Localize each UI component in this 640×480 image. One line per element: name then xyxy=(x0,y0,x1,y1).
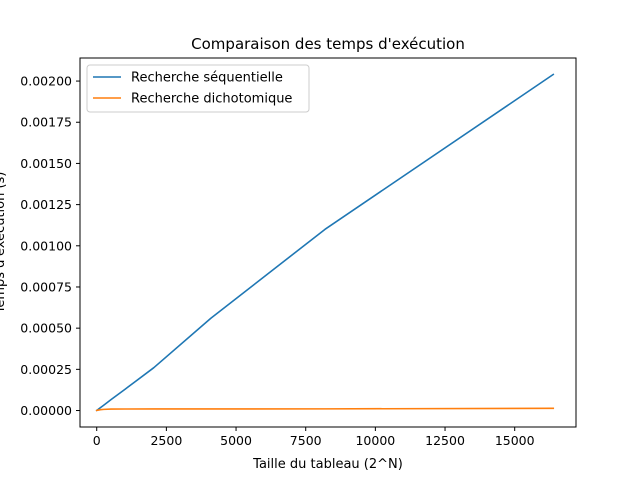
x-tick-label: 12500 xyxy=(425,433,465,448)
x-tick-label: 7500 xyxy=(290,433,322,448)
x-axis-label: Taille du tableau (2^N) xyxy=(252,457,403,472)
y-tick-label: 0.00100 xyxy=(20,238,72,253)
y-axis-ticks: 0.00000 0.00025 0.00050 0.00075 0.00100 0.001… xyxy=(20,74,80,418)
y-tick-label: 0.00050 xyxy=(20,321,72,336)
y-tick-label: 0.00000 xyxy=(20,403,72,418)
legend-box xyxy=(86,64,310,113)
y-tick-label: 0.00125 xyxy=(20,197,72,212)
y-tick-label: 0.00200 xyxy=(20,74,72,89)
legend: Recherche séquentielle Recherche dichotom… xyxy=(86,64,310,113)
series-line-2 xyxy=(95,407,555,412)
x-tick-label: 15000 xyxy=(495,433,535,448)
chart-title: Comparaison des temps d'exécution xyxy=(191,35,465,53)
y-tick-label: 0.00075 xyxy=(20,279,72,294)
plot-area-frame xyxy=(79,57,577,428)
legend-label-2: Recherche dichotomique xyxy=(131,92,292,107)
x-tick-label: 0 xyxy=(93,433,101,448)
x-tick-label: 5000 xyxy=(220,433,252,448)
y-tick-label: 0.00150 xyxy=(20,156,72,171)
legend-label-1: Recherche séquentielle xyxy=(131,71,283,86)
y-axis-label: Temps d'exécution (s) xyxy=(0,172,8,315)
x-axis-ticks: 0 2500 5000 7500 10000 12500 15000 xyxy=(93,427,535,448)
y-tick-label: 0.00025 xyxy=(20,362,72,377)
x-tick-label: 10000 xyxy=(355,433,395,448)
legend-items: Recherche séquentielle Recherche dichotom… xyxy=(93,71,292,107)
x-tick-label: 2500 xyxy=(150,433,182,448)
y-tick-label: 0.00175 xyxy=(20,115,72,130)
plot-lines xyxy=(95,73,555,412)
